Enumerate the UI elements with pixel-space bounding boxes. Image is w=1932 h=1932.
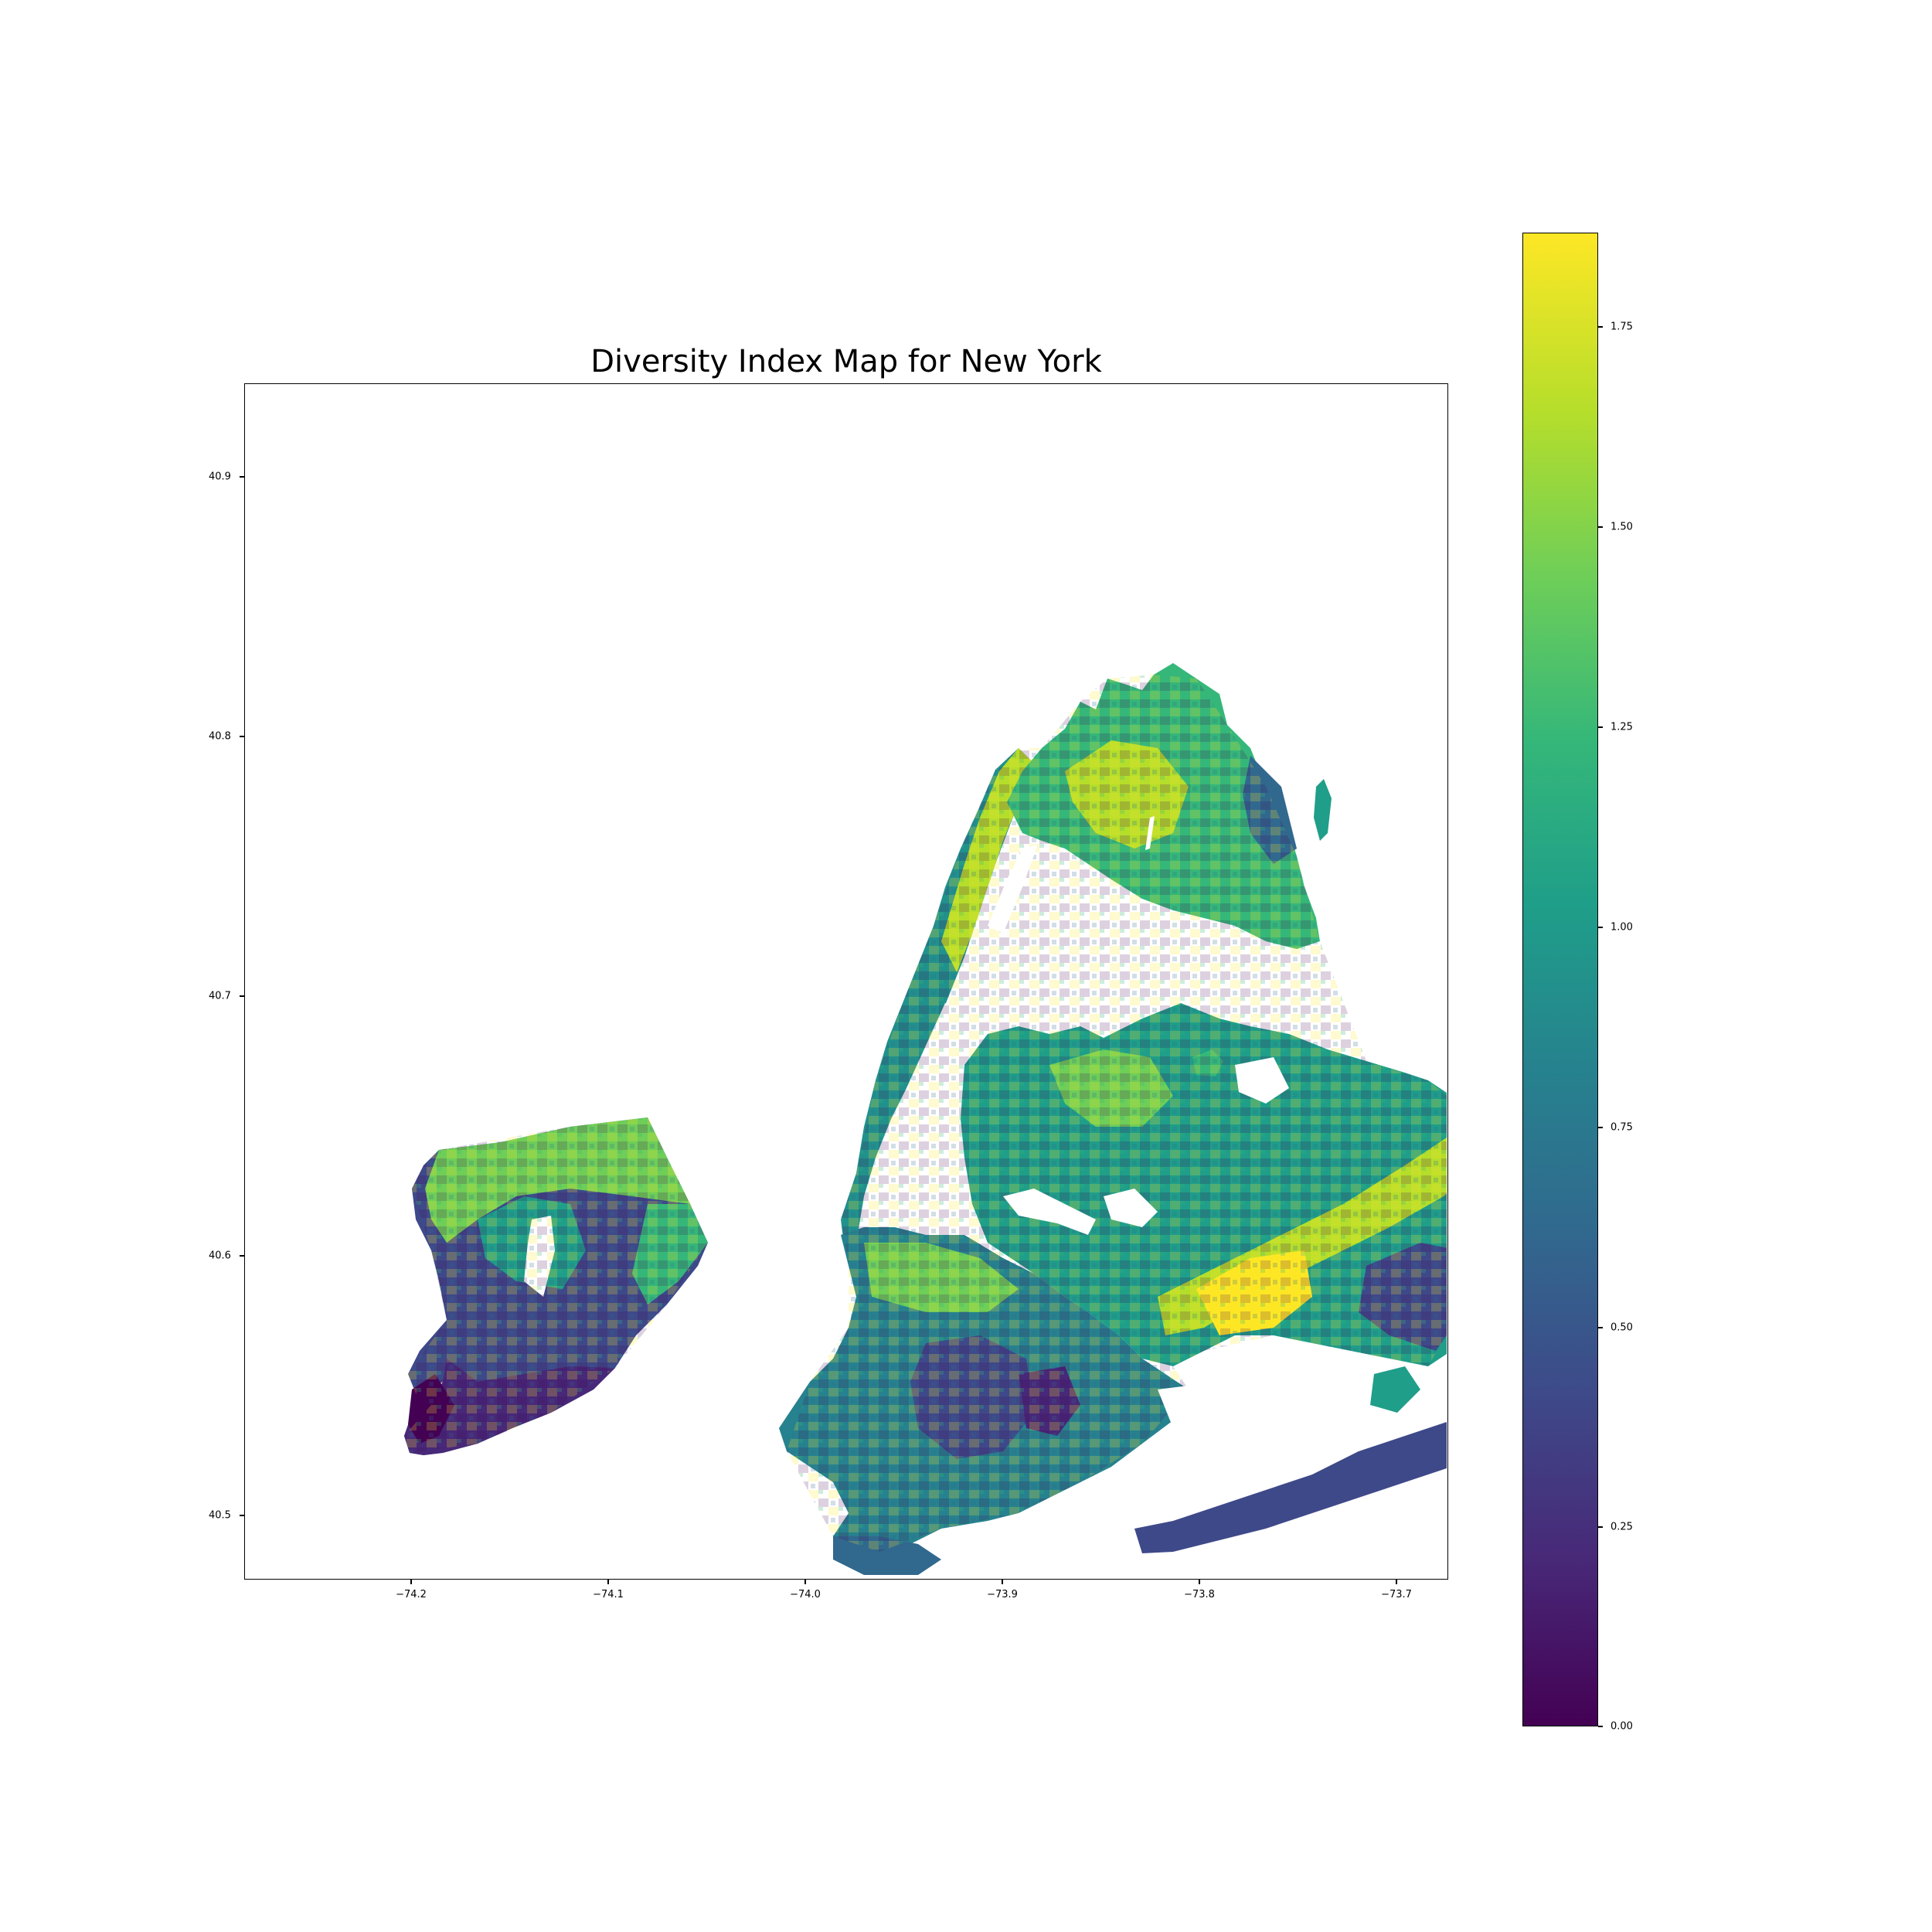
colorbar-tick-label: 1.75 [1611, 321, 1633, 333]
x-tick-mark [607, 1580, 609, 1584]
y-tick-label: 40.6 [209, 1250, 231, 1262]
x-tick-label: −74.2 [396, 1589, 427, 1600]
jamaica-bay-gap [1158, 1382, 1374, 1444]
colorbar-tick-label: 1.50 [1611, 521, 1633, 533]
x-tick-mark [410, 1580, 412, 1584]
x-tick-label: −73.7 [1381, 1589, 1412, 1600]
colorbar-tick-label: 1.00 [1611, 921, 1633, 934]
colorbar-tick-mark [1598, 1726, 1603, 1727]
map-axes [244, 383, 1448, 1580]
y-tick-mark [240, 736, 244, 737]
y-tick-label: 40.9 [209, 471, 231, 483]
x-tick-mark [1002, 1580, 1003, 1584]
colorbar-tick-label: 0.25 [1611, 1521, 1633, 1533]
x-tick-label: −73.9 [987, 1589, 1018, 1600]
jamaica-bay-islands [1370, 1366, 1420, 1413]
colorbar-tick-mark [1598, 1127, 1603, 1128]
x-tick-mark [804, 1580, 806, 1584]
y-tick-label: 40.7 [209, 990, 231, 1002]
y-tick-mark [240, 476, 244, 478]
harlem-river-gap [988, 845, 1038, 934]
east-river-gap [1003, 1189, 1096, 1235]
colorbar-tick-label: 0.75 [1611, 1121, 1633, 1134]
y-tick-mark [240, 1255, 244, 1257]
x-tick-label: −73.8 [1184, 1589, 1215, 1600]
colorbar-tick-label: 0.50 [1611, 1321, 1633, 1334]
colorbar [1522, 233, 1598, 1726]
flushing-bay-gap [1235, 1057, 1289, 1104]
x-tick-label: −74.0 [790, 1589, 821, 1600]
x-tick-mark [1396, 1580, 1397, 1584]
newtown-creek-gap [1104, 1189, 1158, 1227]
rockaway-region [1134, 1422, 1447, 1553]
chart-title: Diversity Index Map for New York [590, 344, 1102, 379]
x-tick-mark [1199, 1580, 1200, 1584]
tract-texture-staten [404, 1117, 708, 1453]
colorbar-tick-mark [1598, 1526, 1603, 1528]
bronx-river-gap [1145, 816, 1155, 850]
colorbar-tick-mark [1598, 927, 1603, 928]
colorbar-tick-label: 1.25 [1611, 721, 1633, 733]
colorbar-tick-mark [1598, 726, 1603, 728]
bronx-island [1314, 779, 1332, 841]
tract-texture-nyc [787, 675, 1447, 1552]
y-tick-mark [240, 995, 244, 997]
colorbar-tick-mark [1598, 1327, 1603, 1328]
y-tick-label: 40.8 [209, 730, 231, 743]
colorbar-tick-label: 0.00 [1611, 1720, 1633, 1733]
y-tick-mark [240, 1515, 244, 1516]
x-tick-label: −74.1 [593, 1589, 624, 1600]
coney-island [833, 1536, 941, 1575]
map-canvas [404, 663, 1447, 1575]
colorbar-tick-mark [1598, 326, 1603, 328]
y-tick-label: 40.5 [209, 1509, 231, 1522]
colorbar-tick-mark [1598, 526, 1603, 528]
